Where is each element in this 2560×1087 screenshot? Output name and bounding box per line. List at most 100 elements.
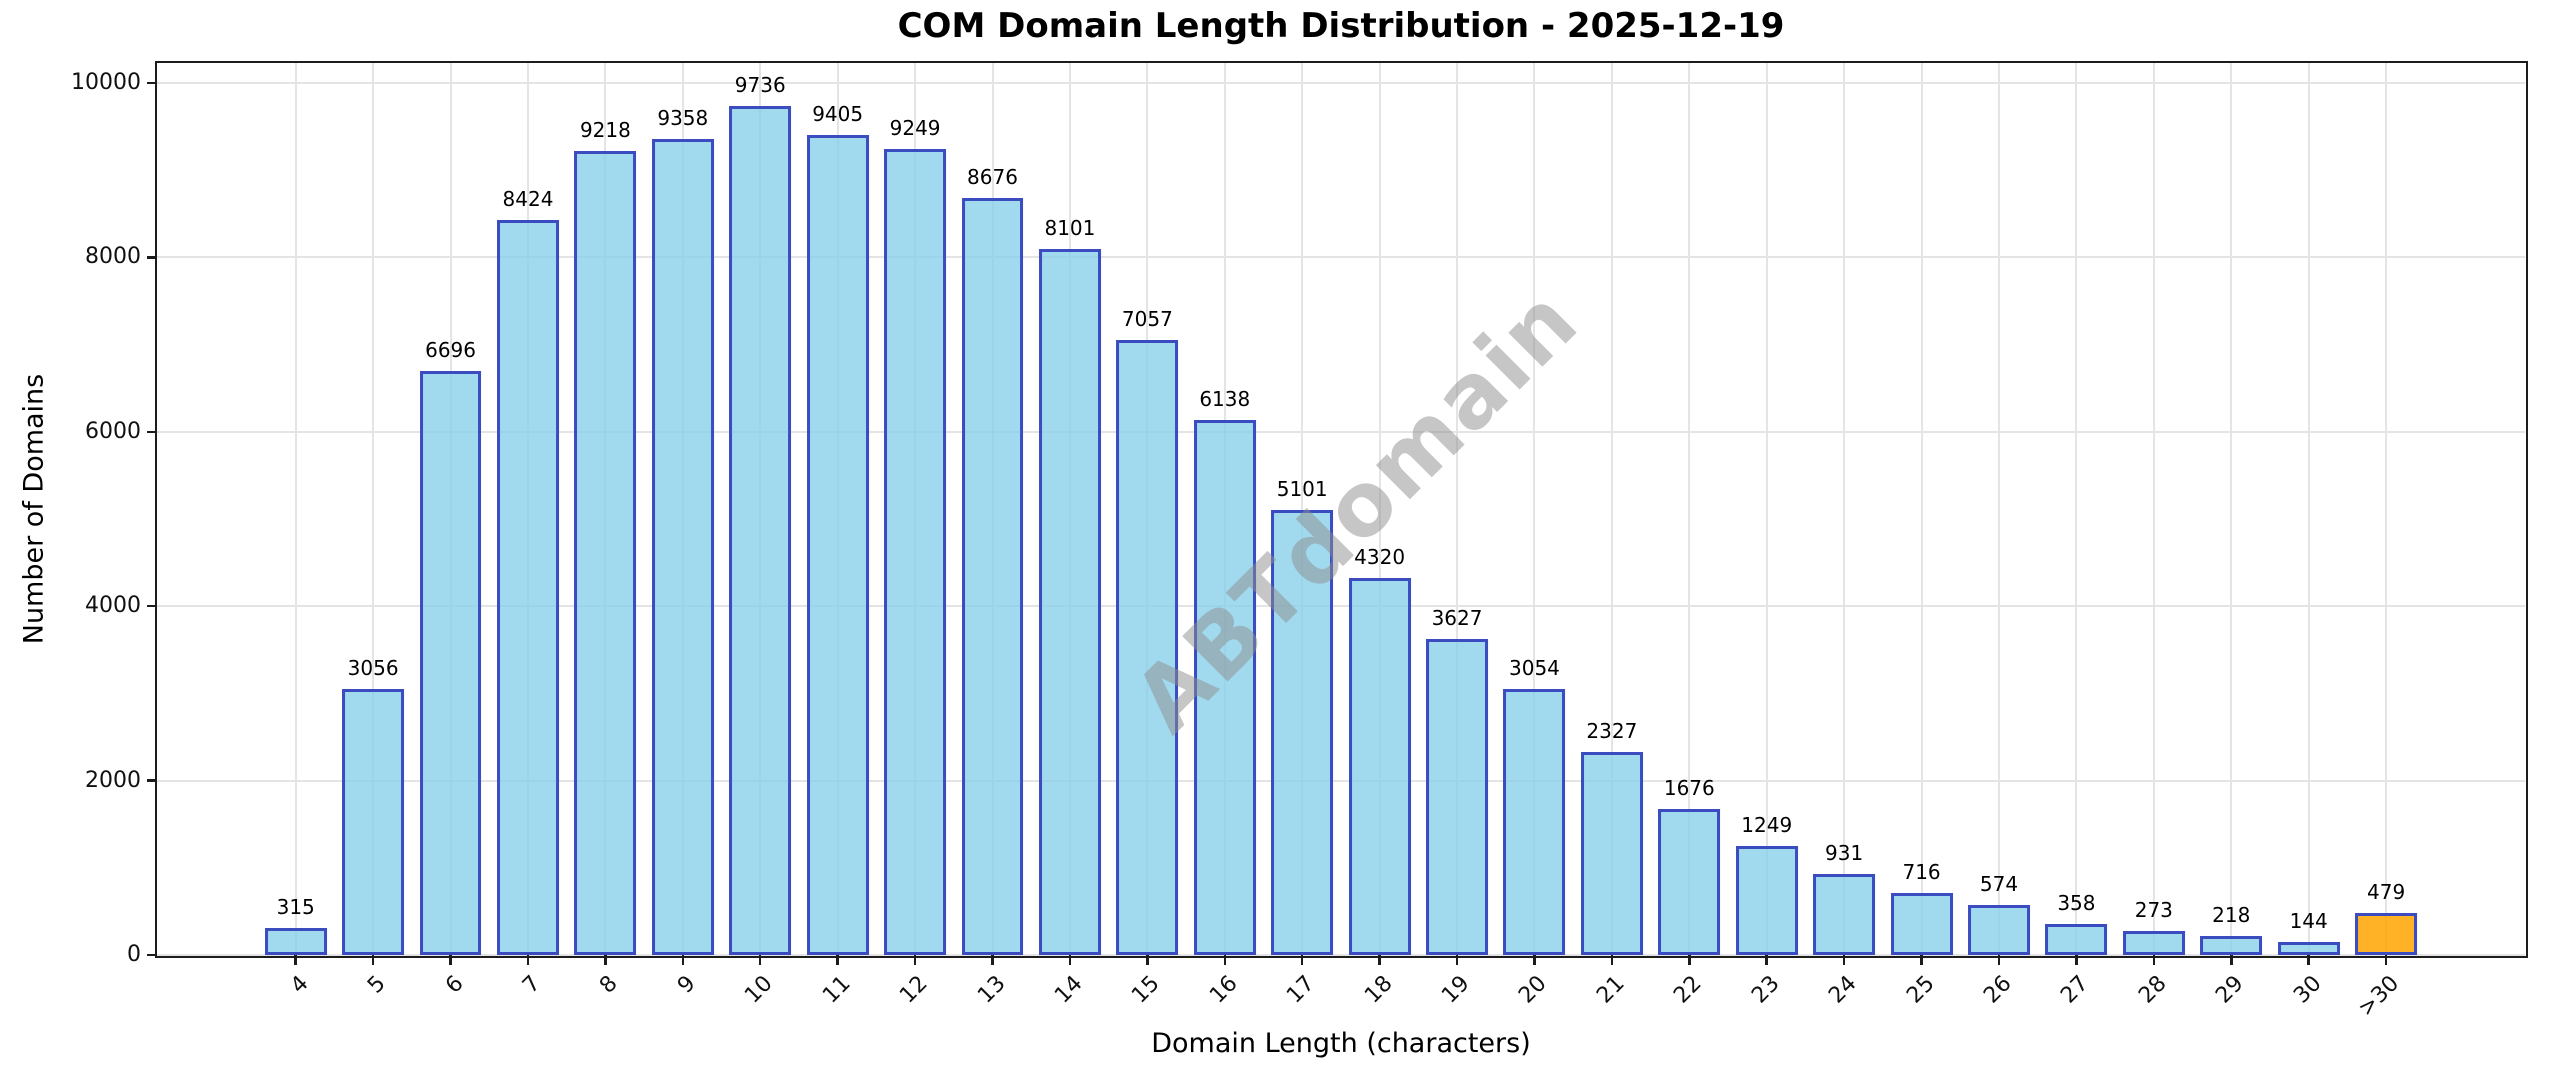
x-tick-label: 14 — [1050, 971, 1088, 1009]
bar-value-label: 5101 — [1276, 477, 1328, 502]
x-tick-label: 21 — [1592, 971, 1630, 1009]
x-tick-mark — [294, 955, 297, 965]
bar-cell: 1249 23 — [1728, 63, 1805, 1008]
bar-cell: 3627 19 — [1418, 63, 1495, 1008]
x-gridline — [1843, 63, 1846, 955]
x-gridline — [1533, 63, 1536, 955]
bar-cell: 716 25 — [1883, 63, 1960, 1008]
x-tick-label: 8 — [595, 971, 624, 999]
x-tick-mark — [1146, 955, 1149, 965]
bar-value-label: 9358 — [657, 105, 709, 130]
bar — [1503, 688, 1566, 955]
x-gridline — [1765, 63, 1768, 955]
bar — [574, 151, 637, 955]
y-tick-mark — [147, 430, 157, 434]
bar-cell: 218 29 — [2193, 63, 2270, 1008]
bar-value-label: 9405 — [812, 101, 864, 126]
bar-value-label: 9218 — [579, 118, 631, 143]
bar-cell: 3056 5 — [334, 63, 411, 999]
x-tick-label: 13 — [972, 971, 1011, 1009]
x-gridline — [1610, 63, 1613, 955]
bar-value-label: 479 — [2367, 880, 2406, 905]
bar — [2200, 936, 2263, 955]
y-tick-label: 4000 — [85, 593, 141, 619]
x-tick-label: 30 — [2288, 971, 2327, 1009]
bar-value-label: 1249 — [1741, 813, 1793, 838]
bar-value-label: 144 — [2289, 909, 2328, 934]
bar — [1348, 578, 1411, 955]
x-gridline — [2385, 63, 2388, 955]
x-tick-mark — [1068, 955, 1072, 965]
x-tick-mark — [2075, 955, 2078, 965]
y-tick-mark — [147, 953, 157, 957]
x-tick-mark — [1842, 955, 1846, 965]
x-tick-label: 16 — [1204, 971, 1243, 1009]
y-tick-mark — [147, 81, 157, 85]
bar — [2045, 923, 2108, 955]
bar — [651, 138, 714, 955]
x-tick-mark — [1455, 955, 1459, 965]
bar-value-label: 3054 — [1509, 655, 1560, 680]
bar — [1271, 510, 1334, 955]
x-tick-label: 10 — [740, 971, 778, 1009]
bar-cell: 6138 16 — [1186, 63, 1263, 1008]
bar-value-label: 315 — [276, 894, 315, 919]
bar-cell: 6696 6 — [412, 63, 489, 999]
bar-value-label: 716 — [1902, 859, 1941, 884]
plot-area: 315 4 3056 5 6696 6 8424 7 9218 8 9358 9 9736 10 9405 1… — [154, 60, 2528, 1022]
bar-cell: 8101 14 — [1031, 63, 1108, 1008]
bar — [884, 148, 947, 955]
bar-cell: 1676 22 — [1651, 63, 1728, 1008]
x-axis-label: Domain Length (characters) — [1151, 1028, 1531, 1059]
y-tick-label: 2000 — [85, 767, 141, 793]
bar-value-label: 7057 — [1121, 306, 1173, 331]
bar — [342, 688, 405, 955]
y-gridline — [157, 256, 2525, 259]
bar — [1580, 752, 1643, 955]
y-tick-mark — [147, 779, 157, 782]
x-tick-mark — [2230, 955, 2233, 965]
bar-highlight — [2355, 913, 2418, 955]
x-tick-label: 24 — [1824, 971, 1862, 1009]
x-tick-mark — [836, 955, 839, 965]
x-tick-label: >30 — [2353, 971, 2404, 1022]
x-tick-label: 15 — [1127, 971, 1166, 1009]
bar-value-label: 3627 — [1431, 605, 1483, 630]
x-tick-label: 4 — [285, 971, 314, 999]
x-tick-mark — [2307, 955, 2310, 965]
bar-cell: 5101 17 — [1263, 63, 1340, 1008]
y-gridline — [157, 954, 2525, 956]
x-tick-label: 29 — [2211, 971, 2249, 1009]
bar-value-label: 1676 — [1663, 775, 1715, 800]
y-tick-label: 6000 — [85, 418, 141, 444]
bar-cell: 9405 11 — [799, 63, 876, 1008]
x-tick-label: 26 — [1979, 971, 2017, 1009]
x-gridline — [1688, 63, 1691, 955]
bar-cell: 315 4 — [257, 63, 334, 999]
x-tick-mark — [1223, 955, 1227, 965]
y-tick-label: 10000 — [71, 70, 141, 95]
bar — [1658, 808, 1721, 955]
x-gridline — [1301, 63, 1304, 955]
x-gridline — [2230, 63, 2233, 955]
bar-value-label: 6696 — [425, 338, 476, 363]
x-tick-mark — [1688, 955, 1691, 965]
bar — [497, 220, 559, 955]
bar-cell: 2327 21 — [1573, 63, 1650, 1008]
bar-value-label: 931 — [1825, 840, 1864, 865]
bar-value-label: 273 — [2134, 898, 2173, 923]
x-tick-mark — [1378, 955, 1381, 965]
x-tick-mark — [913, 955, 917, 965]
bar-cell: 144 30 — [2270, 63, 2347, 1008]
x-tick-label: 18 — [1359, 971, 1398, 1009]
x-tick-mark — [1765, 955, 1768, 965]
x-tick-mark — [1997, 955, 2001, 965]
x-gridline — [2152, 63, 2155, 955]
x-tick-mark — [449, 955, 452, 965]
bar-value-label: 9736 — [734, 73, 786, 98]
bar-value-label: 8676 — [967, 165, 1018, 190]
bar-cell: 9358 9 — [644, 63, 721, 999]
x-gridline — [1378, 63, 1381, 955]
bar-value-label: 218 — [2212, 903, 2251, 927]
